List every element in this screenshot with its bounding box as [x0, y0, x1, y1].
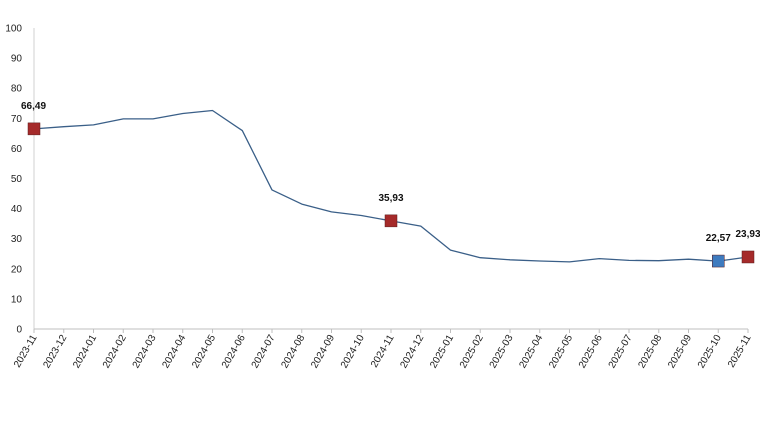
- x-tick-label: 2025-03: [488, 333, 516, 371]
- y-tick-label: 20: [11, 264, 23, 275]
- data-point-marker: [741, 250, 755, 264]
- x-tick-label: 2024-02: [101, 333, 129, 371]
- x-tick-label: 2023-11: [12, 333, 40, 370]
- data-label: 23,93: [735, 229, 760, 240]
- y-tick-label: 50: [11, 174, 23, 185]
- x-tick-label: 2024-08: [279, 333, 307, 371]
- x-tick-label: 2024-06: [220, 333, 248, 371]
- x-tick-label: 2024-01: [71, 333, 99, 371]
- data-label: 66,49: [21, 101, 46, 112]
- y-tick-label: 100: [5, 24, 22, 35]
- x-tick-label: 2025-06: [577, 333, 605, 371]
- data-point-marker: [712, 254, 725, 268]
- x-tick-label: 2024-12: [398, 333, 426, 371]
- x-tick-label: 2024-07: [250, 333, 278, 371]
- x-axis: 2023-11 2023-12 2024-01 2024-02 2024-03 2024-…: [12, 328, 754, 371]
- x-tick-label: 2025-04: [517, 333, 545, 371]
- y-tick-label: 40: [11, 204, 23, 215]
- x-tick-label: 2023-12: [41, 333, 69, 371]
- x-tick-label: 2024-10: [339, 333, 367, 371]
- x-tick-label: 2025-02: [458, 333, 486, 371]
- y-tick-label: 70: [11, 114, 23, 125]
- x-tick-label: 2024-04: [160, 333, 188, 371]
- x-tick-label: 2025-11: [726, 333, 754, 370]
- y-axis: 0 10 20 30 40 50 60 70 80 90 100: [5, 24, 35, 336]
- x-tick-label: 2024-03: [131, 333, 159, 371]
- x-tick-label: 2025-07: [607, 333, 635, 371]
- y-tick-label: 60: [11, 144, 23, 155]
- x-tick-label: 2025-08: [636, 333, 664, 371]
- y-tick-label: 10: [11, 294, 23, 305]
- data-label: 22,57: [706, 233, 731, 244]
- series-line: [33, 109, 749, 263]
- x-tick-label: 2025-05: [547, 333, 575, 371]
- y-tick-label: 30: [11, 234, 23, 245]
- y-tick-label: 80: [11, 84, 23, 95]
- x-tick-label: 2024-11: [369, 333, 397, 370]
- series-line-group: [33, 109, 749, 263]
- x-tick-label: 2024-05: [190, 333, 218, 371]
- x-tick-label: 2025-09: [666, 333, 694, 371]
- y-tick-label: 0: [16, 325, 22, 336]
- data-point-marker: [384, 214, 398, 228]
- x-tick-label: 2024-09: [309, 333, 337, 371]
- highlight-markers: 66,49 35,93 22,57 23,93: [21, 101, 760, 268]
- data-point-marker: [27, 122, 41, 136]
- y-tick-label: 90: [11, 54, 23, 65]
- x-tick-label: 2025-10: [696, 333, 724, 371]
- x-tick-label: 2025-01: [428, 333, 456, 371]
- data-label: 35,93: [378, 193, 403, 204]
